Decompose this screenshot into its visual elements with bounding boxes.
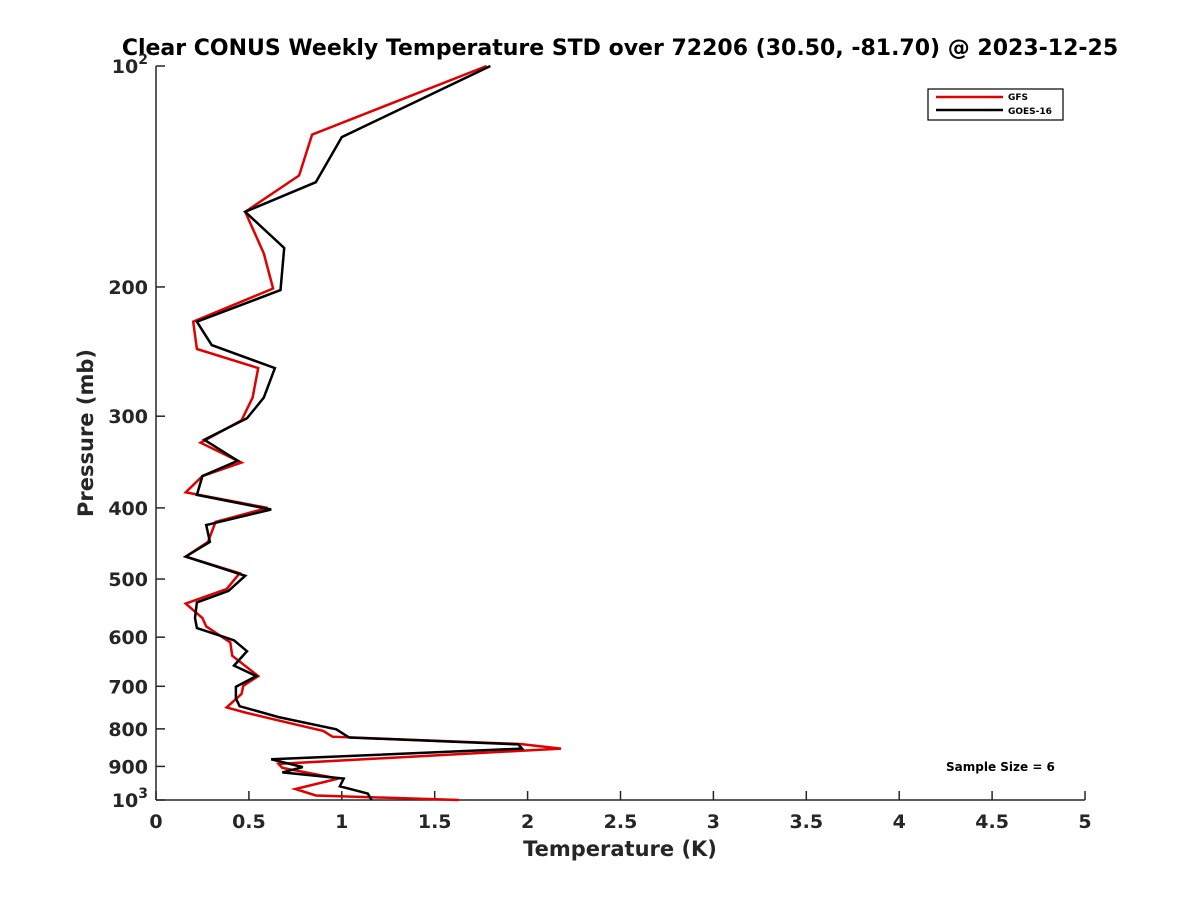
series-line-goes-16 (182, 64, 525, 801)
plot-background (156, 66, 1085, 800)
x-tick-label: 3 (707, 811, 720, 833)
y-tick-label: 700 (108, 676, 148, 698)
x-axis-ticks: 0 0.5 1 1.5 2 2.5 3 3.5 4 4.5 5 (149, 791, 1092, 833)
x-tick-label: 2.5 (604, 811, 638, 833)
y-tick-label: 300 (108, 406, 148, 428)
x-tick-label: 4.5 (975, 811, 1009, 833)
y-axis-title: Pressure (mb) (74, 349, 98, 517)
x-tick-label: 4 (893, 811, 906, 833)
series-line-gfs (182, 64, 562, 802)
chart-title: Clear CONUS Weekly Temperature STD over … (122, 36, 1118, 61)
x-tick-label: 3.5 (789, 811, 823, 833)
y-tick-label: 800 (108, 719, 148, 741)
sample-size-annotation: Sample Size = 6 (946, 760, 1055, 774)
y-tick-label: 400 (108, 498, 148, 520)
x-axis-title: Temperature (K) (523, 837, 717, 861)
plot-area: 0 0.5 1 1.5 2 2.5 3 3.5 4 4.5 5 102 200 300 400 500 600… (108, 52, 1091, 833)
series-layer (182, 64, 562, 802)
legend-label-goes16: GOES-16 (1008, 107, 1052, 117)
y-tick-label: 103 (112, 786, 148, 812)
y-tick-label: 200 (108, 277, 148, 299)
x-tick-label: 0 (149, 811, 162, 833)
y-tick-label: 102 (112, 52, 148, 78)
x-tick-label: 5 (1078, 811, 1091, 833)
x-tick-label: 0.5 (232, 811, 266, 833)
legend-box (927, 88, 1064, 121)
y-tick-label: 600 (108, 627, 148, 649)
x-tick-label: 1.5 (418, 811, 452, 833)
y-tick-label: 900 (108, 756, 148, 778)
legend: GFS GOES-16 (927, 88, 1064, 121)
y-tick-label: 500 (108, 569, 148, 591)
x-tick-label: 1 (335, 811, 348, 833)
y-axis-ticks: 102 200 300 400 500 600 700 800 900 103 (108, 52, 165, 812)
x-tick-label: 2 (521, 811, 534, 833)
legend-label-gfs: GFS (1008, 93, 1028, 103)
